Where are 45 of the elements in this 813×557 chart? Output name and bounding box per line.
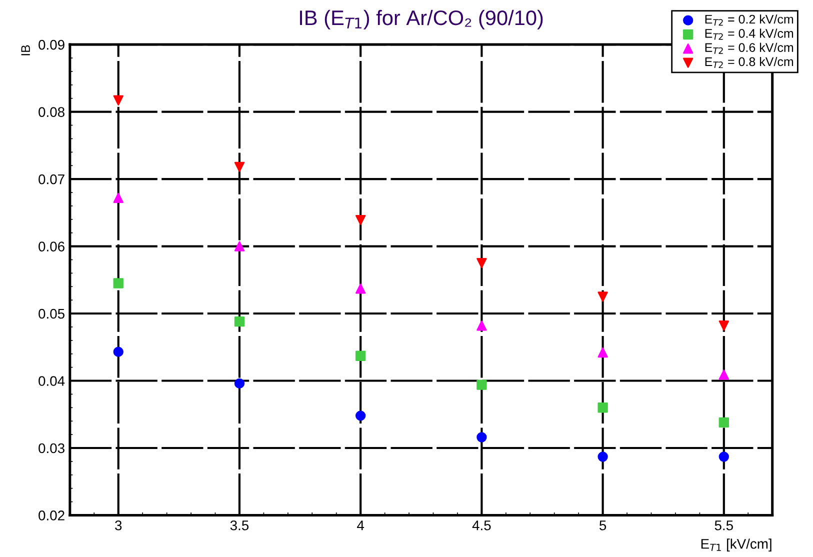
point bbox=[476, 380, 487, 390]
legend-label: E$_{T2}$ = 0.2 kV/cm bbox=[705, 14, 794, 26]
chart-title: IB (E$_{T1}$) for Ar/CO₂ (90/10) bbox=[300, 10, 543, 30]
point bbox=[234, 241, 245, 252]
point bbox=[113, 95, 124, 106]
point bbox=[598, 347, 608, 358]
point bbox=[113, 192, 124, 203]
point bbox=[718, 370, 729, 380]
point bbox=[598, 402, 608, 413]
point bbox=[718, 417, 729, 428]
point bbox=[113, 346, 124, 357]
x-tick-label: 3.5 bbox=[230, 520, 249, 530]
x-axis-title: E$_{T1}$ [kV/cm] bbox=[701, 538, 772, 552]
x-tick-label: 5 bbox=[599, 520, 606, 530]
x-tick-label: 4 bbox=[357, 520, 364, 530]
point bbox=[598, 292, 608, 302]
legend-label: E$_{T2}$ = 0.6 kV/cm bbox=[705, 42, 794, 54]
y-tick-label: 0.05 bbox=[38, 308, 64, 319]
y-axis-title: IB bbox=[21, 45, 30, 56]
y-tick-label: 0.07 bbox=[38, 174, 64, 184]
x-tick-label: 5.5 bbox=[714, 520, 733, 530]
x-tick-label: 3 bbox=[115, 520, 122, 530]
point bbox=[355, 350, 366, 361]
x-tick-label: 4.5 bbox=[472, 520, 491, 530]
point bbox=[598, 452, 608, 462]
y-tick-label: 0.09 bbox=[38, 40, 64, 50]
y-tick-label: 0.04 bbox=[38, 376, 65, 386]
point bbox=[718, 320, 729, 331]
point bbox=[113, 278, 124, 288]
point bbox=[234, 162, 245, 172]
legend-label: E$_{T2}$ = 0.8 kV/cm bbox=[705, 56, 794, 68]
point bbox=[355, 410, 366, 421]
point bbox=[234, 316, 245, 327]
legend-label: E$_{T2}$ = 0.4 kV/cm bbox=[705, 28, 794, 40]
y-tick-label: 0.08 bbox=[38, 107, 64, 117]
y-tick-label: 0.02 bbox=[38, 510, 64, 520]
y-tick-label: 0.03 bbox=[38, 443, 64, 454]
point bbox=[355, 214, 366, 226]
point bbox=[234, 378, 245, 389]
point bbox=[476, 320, 487, 331]
point bbox=[476, 432, 487, 442]
point bbox=[718, 452, 729, 462]
point bbox=[476, 258, 487, 268]
y-tick-label: 0.06 bbox=[38, 242, 64, 252]
point bbox=[355, 284, 366, 294]
